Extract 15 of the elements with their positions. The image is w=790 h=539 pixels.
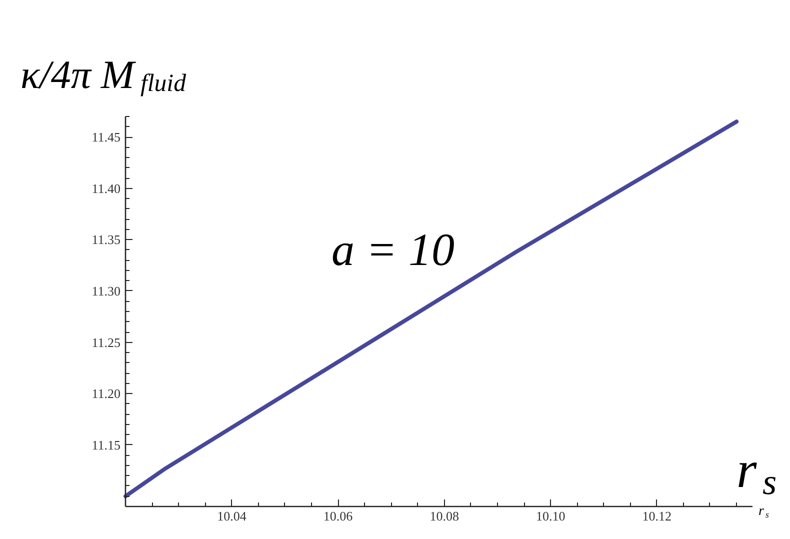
x-tick-label: 10.08 xyxy=(430,508,459,524)
line-series xyxy=(124,120,739,498)
x-tick-label: 10.12 xyxy=(642,508,672,524)
y-axis-title: κ/4π Mfluid xyxy=(20,52,187,97)
y-tick-label: 11.25 xyxy=(92,334,121,350)
y-tick-label: 11.30 xyxy=(92,283,121,298)
y-tick-label: 11.45 xyxy=(92,130,121,145)
y-tick-label: 11.40 xyxy=(92,180,121,196)
y-tick-label: 11.20 xyxy=(92,386,121,402)
annotation: a = 10 xyxy=(332,224,455,275)
x-tick-label: 10.04 xyxy=(217,508,247,524)
y-tick-label: 11.15 xyxy=(92,437,121,452)
y-tick-label: 11.35 xyxy=(92,232,121,248)
x-tick-label: 10.10 xyxy=(536,508,566,524)
x-tick-label: 10.06 xyxy=(323,508,354,524)
